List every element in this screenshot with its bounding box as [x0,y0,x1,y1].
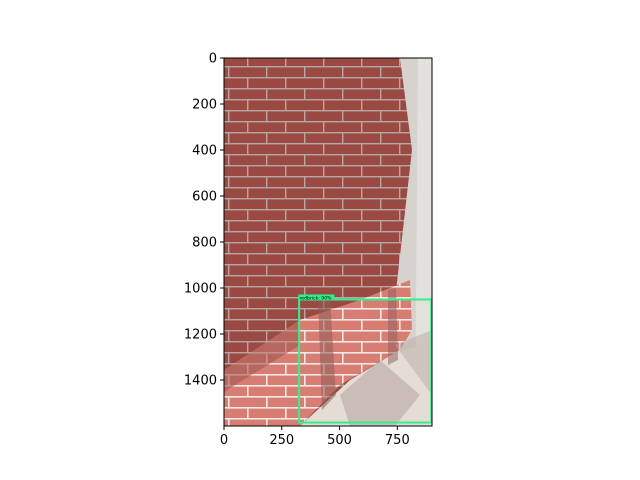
y-tick-label: 400 [192,144,217,159]
detection-label-bg [298,294,335,301]
brick-wall-photo [224,58,432,426]
y-tick-label: 0 [209,52,217,67]
y-tick-label: 600 [192,190,217,205]
x-axis: 0 250 500 750 [220,426,410,448]
detection-box: redbrick: 90% [298,294,433,424]
x-tick-label: 250 [269,433,294,448]
x-tick-label: 0 [220,433,228,448]
detection-label: redbrick: 90% [300,296,333,302]
y-tick-label: 800 [192,236,217,251]
x-tick-label: 500 [327,433,352,448]
y-tick-label: 200 [192,98,217,113]
y-tick-label: 1200 [184,328,217,343]
y-tick-label: 1000 [184,282,217,297]
y-tick-label: 1400 [184,374,217,389]
y-axis: 0 200 400 600 800 1000 1200 1400 [184,52,224,389]
x-tick-label: 750 [385,433,410,448]
